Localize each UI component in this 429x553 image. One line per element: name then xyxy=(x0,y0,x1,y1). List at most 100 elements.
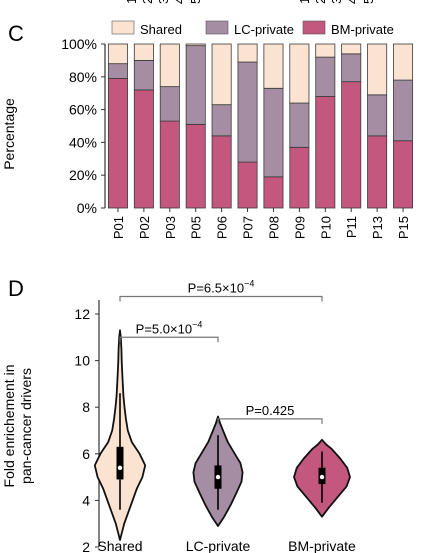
violin-median xyxy=(215,474,221,480)
cropped-top-label: 2 xyxy=(140,0,155,4)
p-value-label: P=0.425 xyxy=(246,403,295,418)
bar-segment xyxy=(263,87,284,178)
x-tick-label: P05 xyxy=(189,216,204,239)
legend: Shared LC-private BM-private xyxy=(111,20,394,37)
significance-bracket xyxy=(217,418,323,424)
cropped-top-label: 4 xyxy=(345,0,360,4)
legend-label: Shared xyxy=(140,22,182,37)
bar-segment xyxy=(107,78,128,209)
violins xyxy=(93,329,351,541)
y-tick-label: 12 xyxy=(74,306,90,322)
y-tick-label: 20% xyxy=(69,167,97,183)
violin-median xyxy=(319,474,325,480)
legend-swatch xyxy=(302,20,326,35)
significance-annotations: P=6.5×10−4 P=5.0×10−4 P=0.425 xyxy=(119,279,323,424)
bar-segment xyxy=(185,43,206,47)
x-tick-label: P10 xyxy=(318,216,333,239)
bar-segment xyxy=(341,53,362,83)
y-tick-label: 2 xyxy=(82,539,90,553)
bar-segment xyxy=(237,61,258,163)
bar-segment xyxy=(211,104,232,137)
legend-label: BM-private xyxy=(331,22,394,37)
p-value-exponent: −4 xyxy=(244,279,254,289)
bar-segment xyxy=(133,43,154,61)
legend-swatch xyxy=(205,20,229,35)
violin-median xyxy=(117,465,123,470)
legend-swatch xyxy=(111,20,135,35)
bar-segment xyxy=(107,63,128,79)
bar-segment xyxy=(185,45,206,125)
bar-segment xyxy=(289,102,310,148)
bars xyxy=(107,43,414,209)
bar-segment xyxy=(159,43,180,88)
bar-segment xyxy=(393,140,414,209)
p-value-exponent: −4 xyxy=(192,319,202,329)
bar-segment xyxy=(367,135,388,209)
bar-segment xyxy=(289,43,310,104)
bar-segment xyxy=(341,81,362,209)
bar-segment xyxy=(341,43,362,55)
panel-d: D 2 4 6 8 10 12 P=6.5×10−4 P=5.0×10−4 P=0.425 S… xyxy=(1,276,356,553)
cropped-top-label: 3 xyxy=(156,0,171,4)
cropped-top-label: 4 xyxy=(172,0,187,4)
x-tick-label: P01 xyxy=(111,216,126,239)
y-tick-label: 8 xyxy=(82,399,90,415)
y-axis-label-line2: pan-cancer drivers xyxy=(18,368,34,484)
cropped-top-label: 2 xyxy=(313,0,328,4)
panel-c: C Shared LC-private BM-private 0% 20% 40% 60%… xyxy=(1,20,414,239)
bar-segment xyxy=(263,43,284,89)
bar-segment xyxy=(315,56,336,97)
y-tick-label: 10 xyxy=(74,353,90,369)
x-tick-label: P03 xyxy=(163,216,178,239)
cropped-top-label: 1 xyxy=(124,0,139,4)
bar-segment xyxy=(237,161,258,209)
y-tick-label: 80% xyxy=(69,69,97,85)
cropped-top-label: 3 xyxy=(329,0,344,4)
panel-label-c: C xyxy=(8,21,24,46)
y-axis-label: Percentage xyxy=(1,98,17,170)
x-tick-label: P15 xyxy=(396,216,411,239)
x-tick-label: P11 xyxy=(344,216,359,238)
cropped-top-label: 5 xyxy=(188,0,203,4)
cropped-top-label: 5 xyxy=(361,0,376,4)
legend-label: LC-private xyxy=(234,22,294,37)
significance-bracket xyxy=(119,295,323,302)
x-tick-labels: P01 P02 P03 P05 P06 P07 P08 P09 P10 P11 P13 P15 xyxy=(111,208,411,239)
bar-segment xyxy=(263,176,284,209)
panel-label-d: D xyxy=(8,276,24,301)
bar-segment xyxy=(159,120,180,209)
bar-segment xyxy=(315,96,336,209)
x-tick-label: P02 xyxy=(137,216,152,239)
bar-segment xyxy=(393,79,414,142)
cropped-top-label: 1 xyxy=(297,0,312,4)
y-tick-label: 100% xyxy=(61,36,97,52)
x-tick-label: P08 xyxy=(266,216,281,239)
p-value-label: P=6.5×10−4 xyxy=(188,279,255,296)
significance-bracket xyxy=(119,336,219,343)
bar-segment xyxy=(237,43,258,63)
y-axis: 0% 20% 40% 60% 80% 100% xyxy=(61,36,106,216)
x-tick-label: BM-private xyxy=(288,538,356,553)
y-axis: 2 4 6 8 10 12 xyxy=(74,300,100,553)
x-tick-label: P13 xyxy=(370,216,385,239)
y-axis-label-line1: Fold enrichement in xyxy=(1,365,17,488)
bar-segment xyxy=(133,89,154,209)
y-tick-label: 6 xyxy=(82,446,90,462)
y-tick-label: 0% xyxy=(77,200,97,216)
bar-segment xyxy=(107,43,128,65)
bar-segment xyxy=(133,60,154,91)
bar-segment xyxy=(159,86,180,122)
x-tick-labels: Shared LC-private BM-private xyxy=(97,538,356,553)
violin-iqr-box xyxy=(116,446,124,480)
bar-segment xyxy=(315,43,336,58)
x-tick-label: Shared xyxy=(97,538,142,553)
x-tick-label: P09 xyxy=(292,216,307,239)
y-tick-label: 40% xyxy=(69,134,97,150)
p-value-label: P=5.0×10−4 xyxy=(136,319,203,336)
bar-segment xyxy=(211,43,232,106)
y-tick-label: 4 xyxy=(82,492,90,508)
bar-segment xyxy=(185,123,206,209)
x-tick-label: P06 xyxy=(215,216,230,239)
y-tick-label: 60% xyxy=(69,102,97,118)
